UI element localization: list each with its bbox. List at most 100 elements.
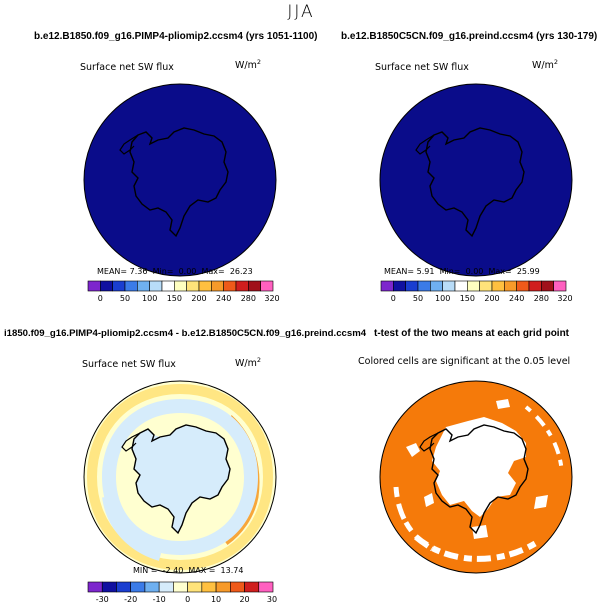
colorbar-tick-label: 240 <box>216 294 231 303</box>
panel-4-peninsula <box>419 432 439 452</box>
panel-3-stats: MIN = -2.40 MAX = 13.74 <box>133 566 244 575</box>
colorbar-swatch-3 <box>124 280 138 292</box>
panel-4-nonsig-patch-3 <box>472 525 488 539</box>
colorbar-swatch-10 <box>211 280 224 292</box>
panel-3-map <box>83 380 277 574</box>
panel-1-units: W/m2 <box>235 58 261 72</box>
colorbar-swatch-11 <box>244 581 260 593</box>
colorbar-swatch-7 <box>467 280 480 292</box>
colorbar-swatch-6 <box>173 581 188 593</box>
panel-3-title: i1850.f09_g16.PIMP4-pliomip2.ccsm4 - b.e… <box>4 328 367 339</box>
colorbar-swatch-12 <box>258 581 274 593</box>
panel-4-subtitle: Colored cells are significant at the 0.0… <box>358 356 571 367</box>
panel-3-peninsula <box>121 432 141 452</box>
colorbar-swatch-9 <box>491 280 505 292</box>
colorbar-swatch-1 <box>100 280 113 292</box>
colorbar-swatch-9 <box>198 280 212 292</box>
colorbar-tick-label: 0 <box>98 294 103 303</box>
colorbar-swatch-3 <box>130 581 146 593</box>
colorbar-swatch-14 <box>553 280 567 292</box>
colorbar-swatch-2 <box>405 280 419 292</box>
panel-4-nonsig-patch-2 <box>534 495 548 509</box>
panel-1-title: b.e12.B1850.f09_g16.PIMP4-pliomip2.ccsm4… <box>34 31 318 42</box>
colorbar-swatch-13 <box>541 280 554 292</box>
panel-3-colorbar: -30 -20 -10 0 10 20 30 <box>87 581 277 604</box>
colorbar-tick-label: 50 <box>413 294 423 303</box>
colorbar-swatch-10 <box>504 280 517 292</box>
panel-4-nonsig-ring-2 <box>393 486 434 552</box>
colorbar-swatch-1 <box>393 280 406 292</box>
colorbar-tick-label: -20 <box>124 595 137 604</box>
colorbar-tick-label: 280 <box>241 294 256 303</box>
panel-1-variable-label: Surface net SW flux <box>80 62 174 73</box>
panel-1-peninsula <box>119 134 139 155</box>
colorbar-swatch-0 <box>380 280 394 292</box>
panel-1-antarctica-coastline <box>129 127 229 238</box>
colorbar-tick-label: 240 <box>509 294 524 303</box>
colorbar-swatch-7 <box>174 280 187 292</box>
colorbar-swatch-5 <box>442 280 456 292</box>
colorbar-tick-label: 10 <box>211 595 221 604</box>
page-title: JJA <box>287 2 315 22</box>
panel-4-map-border <box>379 380 573 574</box>
panel-1-colorbar: 0 50 100 150 200 240 280 320 <box>87 280 280 303</box>
colorbar-tick-label: 50 <box>120 294 130 303</box>
colorbar-swatch-0 <box>87 581 103 593</box>
panel-1-map <box>83 83 277 277</box>
colorbar-swatch-11 <box>223 280 237 292</box>
colorbar-swatch-2 <box>116 581 131 593</box>
panel-2-title: b.e12.B1850C5CN.f09_g16.preind.ccsm4 (yr… <box>341 31 598 42</box>
colorbar-swatch-4 <box>430 280 443 292</box>
panel-2-map <box>379 83 573 277</box>
panel-3-outer-ring-yellow <box>86 383 274 571</box>
panel-4-nonsig-patch-1 <box>406 443 420 457</box>
panel-2-ocean-field <box>379 83 573 277</box>
colorbar-tick-label: 200 <box>191 294 206 303</box>
colorbar-tick-label: -30 <box>96 595 109 604</box>
colorbar-tick-label: 100 <box>435 294 450 303</box>
panel-2-antarctica-coastline <box>425 127 525 238</box>
colorbar-swatch-9 <box>215 581 231 593</box>
colorbar-tick-label: 320 <box>557 294 572 303</box>
panel-4-nonsig-patch-4 <box>424 493 434 507</box>
colorbar-swatch-14 <box>260 280 274 292</box>
colorbar-swatch-2 <box>112 280 126 292</box>
panel-3-antarctica-coastline <box>131 424 231 535</box>
colorbar-tick-label: 0 <box>185 595 190 604</box>
colorbar-tick-label: 30 <box>267 595 277 604</box>
colorbar-swatch-8 <box>186 280 200 292</box>
panel-3-variable-label: Surface net SW flux <box>82 359 176 370</box>
colorbar-swatch-8 <box>201 581 217 593</box>
colorbar-swatch-6 <box>161 280 175 292</box>
panel-4-map <box>379 380 573 574</box>
panel-2-peninsula <box>415 134 435 155</box>
panel-2-variable-label: Surface net SW flux <box>375 62 469 73</box>
colorbar-tick-label: 0 <box>391 294 396 303</box>
colorbar-tick-label: 20 <box>239 595 249 604</box>
panel-4-title: t-test of the two means at each grid poi… <box>374 328 570 339</box>
colorbar-swatch-8 <box>479 280 493 292</box>
colorbar-swatch-1 <box>101 581 117 593</box>
panel-2-units: W/m2 <box>532 58 558 72</box>
panel-2-colorbar: 0 50 100 150 200 240 280 320 <box>380 280 573 303</box>
colorbar-tick-label: 100 <box>142 294 157 303</box>
colorbar-swatch-12 <box>235 280 249 292</box>
colorbar-swatch-5 <box>158 581 174 593</box>
colorbar-swatch-7 <box>187 581 203 593</box>
panel-4-nonsig-inner <box>432 417 526 517</box>
panel-4-antarctica-coastline <box>429 424 529 535</box>
colorbar-tick-label: 150 <box>460 294 475 303</box>
colorbar-swatch-4 <box>144 581 160 593</box>
panel-1-stats: MEAN= 7.36 Min= 0.00 Max= 26.23 <box>97 267 253 276</box>
colorbar-tick-label: -10 <box>153 595 166 604</box>
panel-3-map-border <box>83 380 277 574</box>
colorbar-swatch-4 <box>137 280 150 292</box>
colorbar-tick-label: 200 <box>484 294 499 303</box>
colorbar-swatch-10 <box>230 581 245 593</box>
panel-3-continent-anomaly <box>132 425 230 533</box>
colorbar-tick-label: 320 <box>264 294 279 303</box>
colorbar-swatch-3 <box>417 280 431 292</box>
panel-3-units: W/m2 <box>235 356 261 370</box>
colorbar-tick-label: 280 <box>534 294 549 303</box>
colorbar-swatch-13 <box>248 280 261 292</box>
